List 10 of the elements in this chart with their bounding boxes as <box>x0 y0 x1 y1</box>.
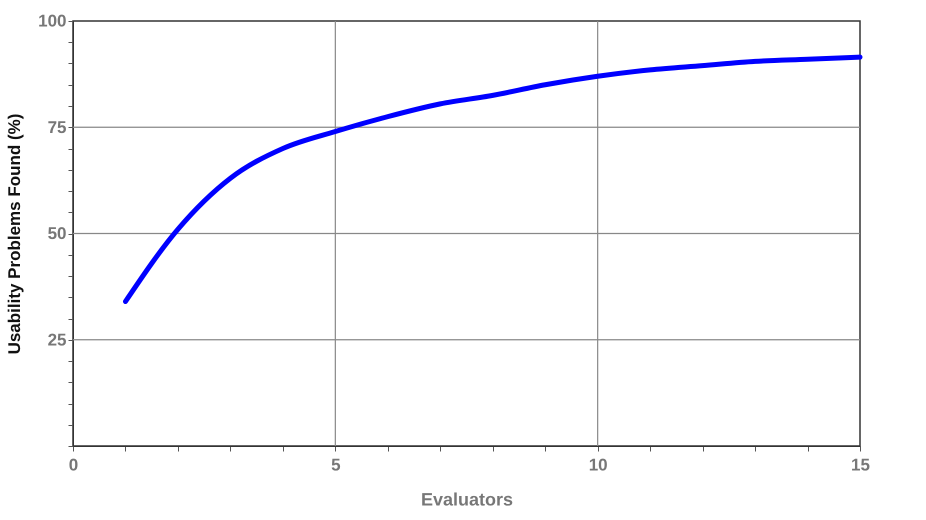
x-tick-label: 0 <box>68 456 78 474</box>
x-tick-label: 15 <box>851 456 870 474</box>
x-tick-label: 5 <box>331 456 341 474</box>
x-tick-label: 10 <box>588 456 608 474</box>
y-tick-label: 75 <box>48 118 66 137</box>
y-axis-title: Usability Problems Found (%) <box>5 114 24 354</box>
x-axis-title: Evaluators <box>420 490 514 510</box>
y-tick-label: 100 <box>38 12 66 30</box>
y-tick-label: 25 <box>48 330 66 350</box>
y-tick-label: 50 <box>48 224 66 243</box>
